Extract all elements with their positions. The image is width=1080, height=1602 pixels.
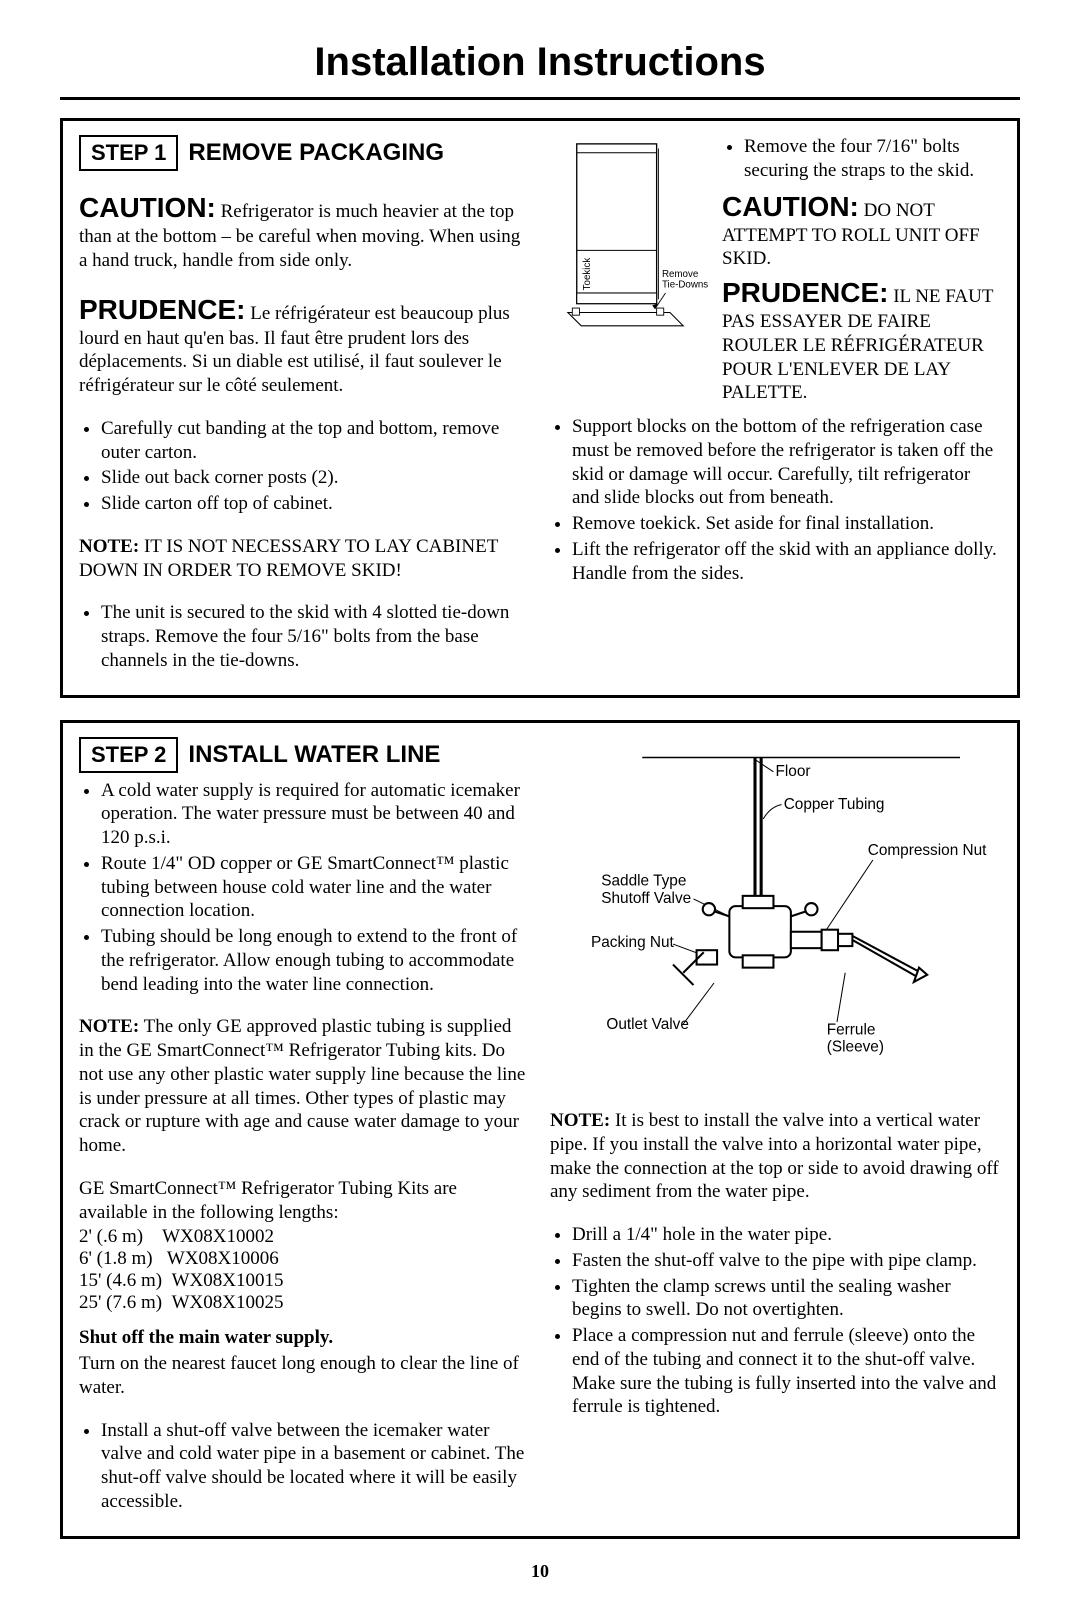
remove-label: Remove xyxy=(662,269,698,280)
tiedowns-label: Tie-Downs xyxy=(662,280,708,291)
shutoff-bold: Shut off the main water supply. xyxy=(79,1326,530,1350)
step1-left-col: STEP 1 REMOVE PACKAGING CAUTION: Refrige… xyxy=(79,135,530,679)
step2-right-col: Floor Copper Tubing Compression Nut Sadd… xyxy=(550,737,1001,1520)
fridge-diagram: Toekick Remove Tie-Downs xyxy=(550,135,710,409)
kit-len: 15' (4.6 m) xyxy=(79,1270,162,1291)
list-item: Remove the four 7/16" bolts securing the… xyxy=(744,135,1001,183)
step1-caution2: CAUTION: DO NOT ATTEMPT TO ROLL UNIT OFF… xyxy=(722,189,1001,272)
list-item: Remove toekick. Set aside for final inst… xyxy=(572,512,1001,536)
step1-badge: STEP 1 xyxy=(79,135,178,171)
step1-prudence2: PRUDENCE: IL NE FAUT PAS ESSAYER DE FAIR… xyxy=(722,275,1001,405)
step2-left-col: STEP 2 INSTALL WATER LINE A cold water s… xyxy=(79,737,530,1520)
note-label: NOTE: xyxy=(79,536,139,557)
page: Installation Instructions STEP 1 REMOVE … xyxy=(0,0,1080,1602)
toekick-label: Toekick xyxy=(582,258,593,291)
list-item: Place a compression nut and ferrule (sle… xyxy=(572,1324,1001,1419)
step2-left-bullets2: Install a shut-off valve between the ice… xyxy=(79,1419,530,1514)
list-item: Lift the refrigerator off the skid with … xyxy=(572,538,1001,586)
copper-label: Copper Tubing xyxy=(784,795,885,812)
floor-label: Floor xyxy=(776,762,811,779)
kit-part: WX08X10002 xyxy=(162,1226,274,1247)
list-item: Drill a 1/4" hole in the water pipe. xyxy=(572,1223,1001,1247)
ferrule-label-2: (Sleeve) xyxy=(827,1038,884,1055)
list-item: Carefully cut banding at the top and bot… xyxy=(101,417,530,465)
page-title: Installation Instructions xyxy=(60,40,1020,85)
valve-diagram: Floor Copper Tubing Compression Nut Sadd… xyxy=(550,737,1001,1091)
step2-note2: NOTE: The only GE approved plastic tubin… xyxy=(79,1015,530,1158)
list-item: The unit is secured to the skid with 4 s… xyxy=(101,601,530,672)
shutoff-text: Turn on the nearest faucet long enough t… xyxy=(79,1352,530,1400)
step1-top-right: Remove the four 7/16" bolts securing the… xyxy=(722,135,1001,409)
saddle-label-2: Shutoff Valve xyxy=(601,890,691,907)
kits-table: 2' (.6 m) WX08X10002 6' (1.8 m) WX08X100… xyxy=(79,1226,530,1314)
compression-label: Compression Nut xyxy=(868,841,987,858)
step2-title: INSTALL WATER LINE xyxy=(188,741,440,769)
note-text: It is best to install the valve into a v… xyxy=(550,1110,999,1202)
packing-label: Packing Nut xyxy=(591,934,675,951)
list-item: Tighten the clamp screws until the seali… xyxy=(572,1275,1001,1323)
list-item: A cold water supply is required for auto… xyxy=(101,779,530,850)
kit-part: WX08X10006 xyxy=(167,1248,279,1269)
caution-word: CAUTION: xyxy=(79,192,216,223)
list-item: Support blocks on the bottom of the refr… xyxy=(572,415,1001,510)
step2-left-bullets1: A cold water supply is required for auto… xyxy=(79,779,530,997)
prudence-word: PRUDENCE: xyxy=(79,294,245,325)
page-number: 10 xyxy=(60,1561,1020,1582)
step1-note1: NOTE: IT IS NOT NECESSARY TO LAY CABINET… xyxy=(79,535,530,583)
step2-section: STEP 2 INSTALL WATER LINE A cold water s… xyxy=(60,720,1020,1539)
prudence2-word: PRUDENCE: xyxy=(722,277,888,308)
note-text: IT IS NOT NECESSARY TO LAY CABINET DOWN … xyxy=(79,536,498,581)
list-item: Install a shut-off valve between the ice… xyxy=(101,1419,530,1514)
kit-len: 6' (1.8 m) xyxy=(79,1248,153,1269)
step2-header: STEP 2 INSTALL WATER LINE xyxy=(79,737,530,773)
step1-left-bullets2: The unit is secured to the skid with 4 s… xyxy=(79,601,530,672)
step1-section: STEP 1 REMOVE PACKAGING CAUTION: Refrige… xyxy=(60,118,1020,698)
note-label: NOTE: xyxy=(550,1110,610,1131)
list-item: Tubing should be long enough to extend t… xyxy=(101,925,530,996)
note-text: The only GE approved plastic tubing is s… xyxy=(79,1016,525,1156)
title-rule xyxy=(60,97,1020,100)
step1-title: REMOVE PACKAGING xyxy=(188,139,444,167)
step1-caution: CAUTION: Refrigerator is much heavier at… xyxy=(79,190,530,273)
step1-right-col: Toekick Remove Tie-Downs Remove the four… xyxy=(550,135,1001,679)
step2-right-bullets: Drill a 1/4" hole in the water pipe. Fas… xyxy=(550,1223,1001,1419)
list-item: Fasten the shut-off valve to the pipe wi… xyxy=(572,1249,1001,1273)
note-label: NOTE: xyxy=(79,1016,139,1037)
step1-prudence: PRUDENCE: Le réfrigérateur est beaucoup … xyxy=(79,292,530,398)
list-item: Slide carton off top of cabinet. xyxy=(101,492,530,516)
list-item: Route 1/4" OD copper or GE SmartConnect™… xyxy=(101,852,530,923)
saddle-label-1: Saddle Type xyxy=(601,872,686,889)
outlet-label: Outlet Valve xyxy=(606,1016,689,1033)
step2-badge: STEP 2 xyxy=(79,737,178,773)
step1-right-bullets: Support blocks on the bottom of the refr… xyxy=(550,415,1001,585)
caution2-word: CAUTION: xyxy=(722,191,859,222)
kits-intro: GE SmartConnect™ Refrigerator Tubing Kit… xyxy=(79,1177,530,1225)
step2-note3: NOTE: It is best to install the valve in… xyxy=(550,1109,1001,1204)
kit-len: 25' (7.6 m) xyxy=(79,1292,162,1313)
step1-header: STEP 1 REMOVE PACKAGING xyxy=(79,135,530,171)
kit-len: 2' (.6 m) xyxy=(79,1226,143,1247)
kit-part: WX08X10025 xyxy=(172,1292,284,1313)
step1-left-bullets: Carefully cut banding at the top and bot… xyxy=(79,417,530,516)
list-item: Slide out back corner posts (2). xyxy=(101,466,530,490)
ferrule-label-1: Ferrule xyxy=(827,1021,876,1038)
kit-part: WX08X10015 xyxy=(172,1270,284,1291)
